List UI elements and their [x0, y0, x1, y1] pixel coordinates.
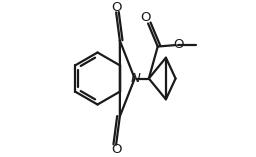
- Text: N: N: [130, 72, 140, 85]
- Text: O: O: [111, 1, 121, 14]
- Text: O: O: [141, 11, 151, 24]
- Text: O: O: [111, 143, 121, 156]
- Text: O: O: [173, 38, 184, 51]
